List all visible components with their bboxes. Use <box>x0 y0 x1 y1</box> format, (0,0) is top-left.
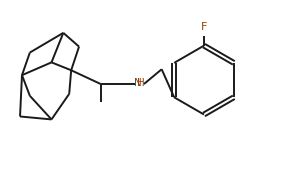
Text: F: F <box>201 22 207 32</box>
Text: H: H <box>137 78 145 88</box>
Text: N: N <box>134 78 142 88</box>
